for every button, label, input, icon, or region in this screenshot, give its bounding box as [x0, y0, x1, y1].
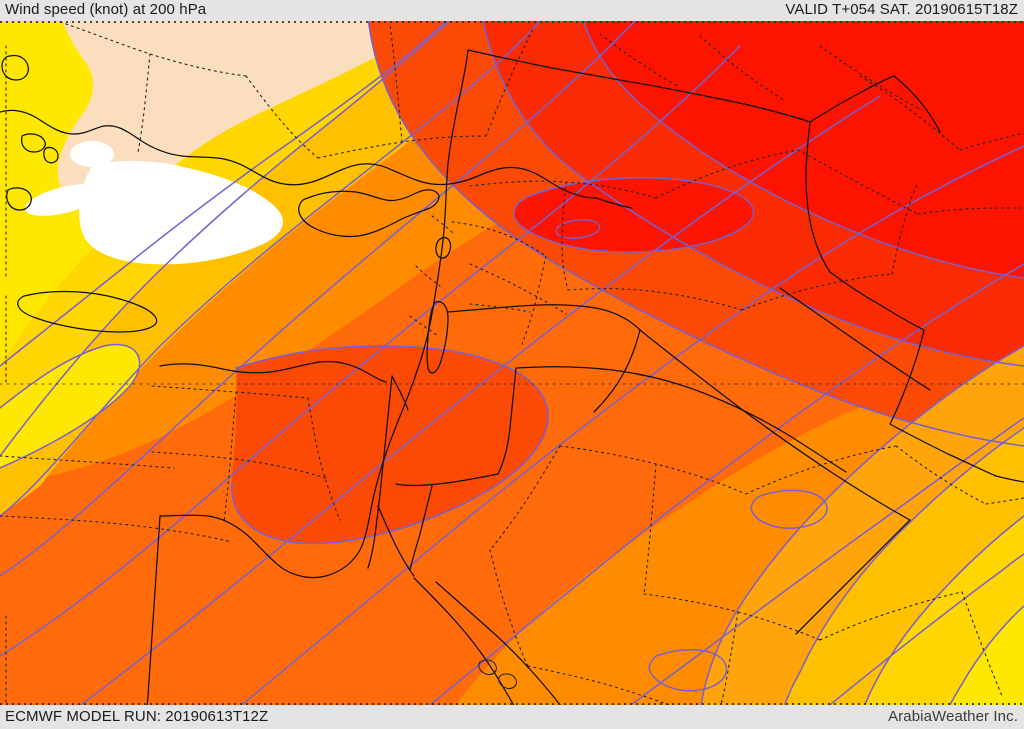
header-bar: Wind speed (knot) at 200 hPa VALID T+054…: [0, 0, 1024, 21]
credit-label: ArabiaWeather Inc.: [888, 708, 1018, 725]
contour-max-inner: [555, 219, 601, 239]
weather-map-canvas[interactable]: [0, 16, 1024, 713]
wind-speed-contour-field: [0, 16, 1024, 713]
coastlines-and-borders: [0, 49, 1024, 713]
band-15-se: [946, 606, 1024, 713]
valid-time-label: VALID T+054 SAT. 20190615T18Z: [785, 1, 1018, 18]
footer-bar: ECMWF MODEL RUN: 20190613T12Z ArabiaWeat…: [0, 705, 1024, 729]
band-10: [79, 160, 284, 265]
page-title: Wind speed (knot) at 200 hPa: [5, 1, 207, 18]
band-45-egypt: [231, 346, 549, 544]
graticule-hairline-bottom: [0, 703, 1024, 705]
graticule-hairline-top: [0, 21, 1024, 23]
admin-boundaries: [0, 21, 1024, 713]
band-10-blob-a: [70, 141, 114, 167]
band-60: [582, 16, 1024, 278]
model-run-label: ECMWF MODEL RUN: 20190613T12Z: [5, 708, 269, 725]
band-10-blob-b: [25, 184, 103, 216]
band-15: [57, 16, 582, 204]
contour-lines: [0, 16, 1024, 713]
